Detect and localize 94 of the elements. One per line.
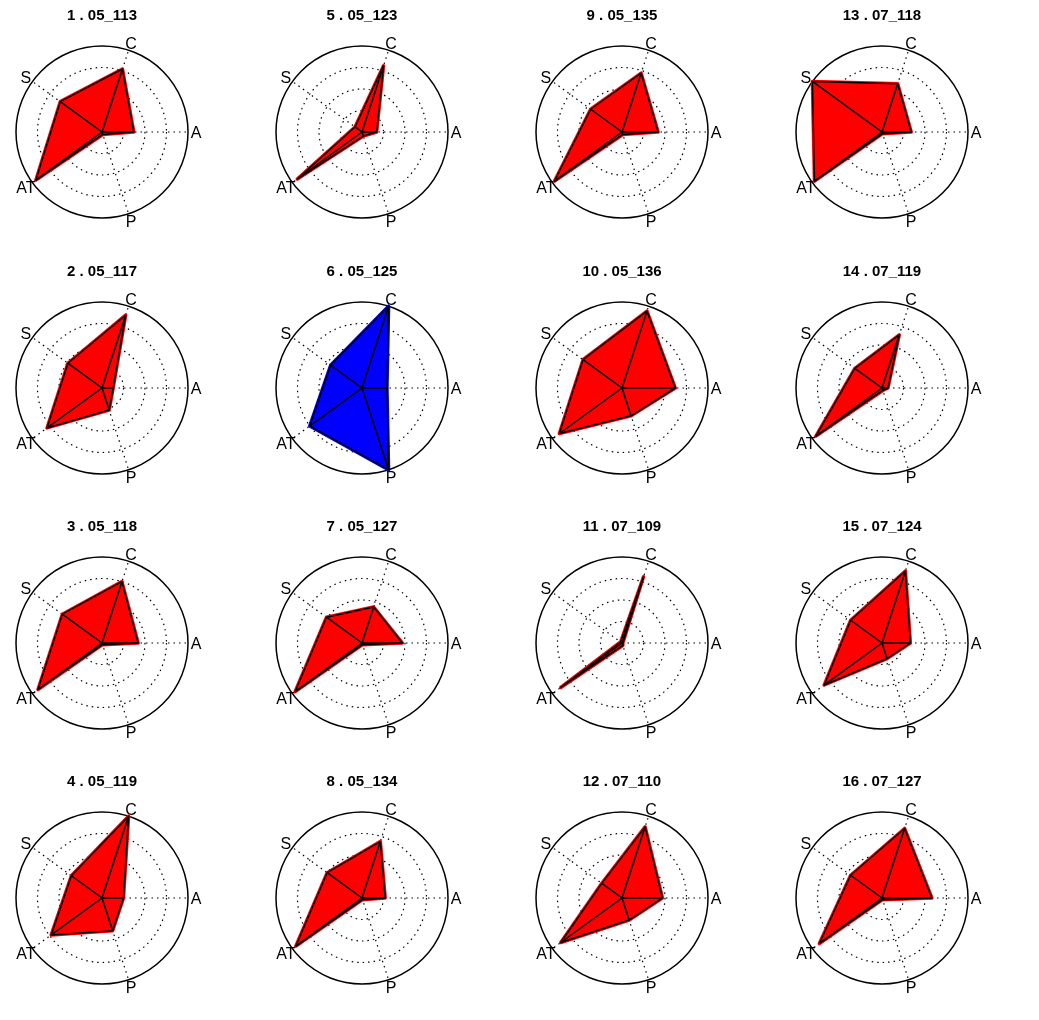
chart-title: 4 . 05_119: [66, 772, 138, 789]
chart-title: 1 . 05_113: [66, 6, 138, 23]
spoke-label: S: [20, 324, 32, 342]
spoke-label: A: [710, 890, 722, 907]
spoke-label: S: [20, 68, 32, 86]
spoke-label: S: [20, 579, 32, 597]
spoke-label: C: [125, 545, 137, 563]
spoke-label: A: [190, 890, 202, 907]
spoke-label: AT: [276, 945, 296, 963]
spoke-label: A: [190, 380, 202, 397]
spoke-label: AT: [796, 690, 816, 708]
spoke-label: C: [905, 545, 917, 563]
spoke-label: S: [540, 579, 552, 597]
spoke-label: P: [905, 213, 917, 231]
chart-title: 11 . 07_109: [582, 517, 662, 534]
chart-title: 14 . 07_119: [842, 262, 922, 279]
spoke-label: S: [280, 579, 292, 597]
spoke-label: AT: [536, 435, 556, 453]
spoke-label: AT: [796, 435, 816, 453]
spoke-label: AT: [536, 945, 556, 963]
spoke-label: A: [710, 124, 722, 141]
spoke-label: P: [645, 724, 657, 742]
spoke-label: S: [540, 68, 552, 86]
chart-title: 15 . 07_124: [842, 517, 923, 534]
spoke-label: AT: [16, 945, 36, 963]
spoke-label: AT: [796, 945, 816, 963]
spoke-label: AT: [276, 435, 296, 453]
spoke-label: A: [710, 380, 722, 397]
spoke-label: A: [970, 890, 982, 907]
spoke-label: C: [905, 800, 917, 818]
chart-title: 9 . 05_135: [586, 6, 658, 23]
spoke-label: AT: [16, 179, 36, 197]
spoke-label: A: [450, 890, 462, 907]
spoke-label: C: [905, 34, 917, 52]
spoke-label: S: [20, 834, 32, 852]
spoke-label: P: [125, 979, 137, 997]
spoke-label: A: [450, 124, 462, 141]
spoke-label: S: [800, 579, 812, 597]
spoke-label: S: [800, 324, 812, 342]
spoke-label: P: [645, 469, 657, 487]
spoke-label: C: [905, 290, 917, 308]
spoke-label: P: [645, 213, 657, 231]
spoke-label: A: [970, 124, 982, 141]
spoke-label: S: [540, 834, 552, 852]
chart-title: 2 . 05_117: [66, 262, 138, 279]
chart-title: 3 . 05_118: [66, 517, 138, 534]
spoke-label: S: [540, 324, 552, 342]
spoke-label: S: [800, 834, 812, 852]
spoke-label: S: [280, 324, 292, 342]
spoke-label: P: [125, 213, 137, 231]
spoke-label: P: [905, 469, 917, 487]
spoke-label: C: [645, 800, 657, 818]
spoke-label: AT: [276, 179, 296, 197]
spoke-label: P: [385, 213, 397, 231]
spoke-label: P: [125, 469, 137, 487]
spoke-label: P: [645, 979, 657, 997]
spoke-label: P: [905, 724, 917, 742]
spoke-label: S: [800, 68, 812, 86]
chart-title: 8 . 05_134: [326, 772, 399, 789]
spoke-label: P: [905, 979, 917, 997]
spoke-label: C: [125, 800, 137, 818]
spoke-label: P: [385, 724, 397, 742]
chart-title: 10 . 05_136: [582, 262, 662, 279]
spoke-label: P: [385, 469, 397, 487]
spoke-label: C: [385, 290, 397, 308]
spoke-label: S: [280, 834, 292, 852]
spoke-label: AT: [276, 690, 296, 708]
spoke-label: C: [645, 34, 657, 52]
spoke-label: AT: [16, 690, 36, 708]
spoke-label: P: [125, 724, 137, 742]
spoke-label: A: [970, 635, 982, 652]
spoke-label: C: [385, 800, 397, 818]
spoke-label: C: [645, 290, 657, 308]
spoke-label: A: [190, 635, 202, 652]
spoke-label: C: [125, 34, 137, 52]
spoke-label: C: [385, 34, 397, 52]
spoke-label: AT: [536, 690, 556, 708]
chart-title: 6 . 05_125: [326, 262, 398, 279]
spoke-label: C: [385, 545, 397, 563]
chart-title: 7 . 05_127: [326, 517, 398, 534]
spoke-label: A: [450, 635, 462, 652]
spoke-label: P: [385, 979, 397, 997]
spoke-label: A: [970, 380, 982, 397]
chart-title: 16 . 07_127: [842, 772, 922, 789]
spoke-label: A: [450, 380, 462, 397]
spoke-label: S: [280, 68, 292, 86]
chart-title: 5 . 05_123: [326, 6, 398, 23]
spoke-label: AT: [16, 435, 36, 453]
chart-title: 13 . 07_118: [842, 6, 922, 23]
spoke-label: A: [710, 635, 722, 652]
chart-title: 12 . 07_110: [582, 772, 662, 789]
spoke-label: C: [645, 545, 657, 563]
spoke-label: A: [190, 124, 202, 141]
spoke-label: C: [125, 290, 137, 308]
